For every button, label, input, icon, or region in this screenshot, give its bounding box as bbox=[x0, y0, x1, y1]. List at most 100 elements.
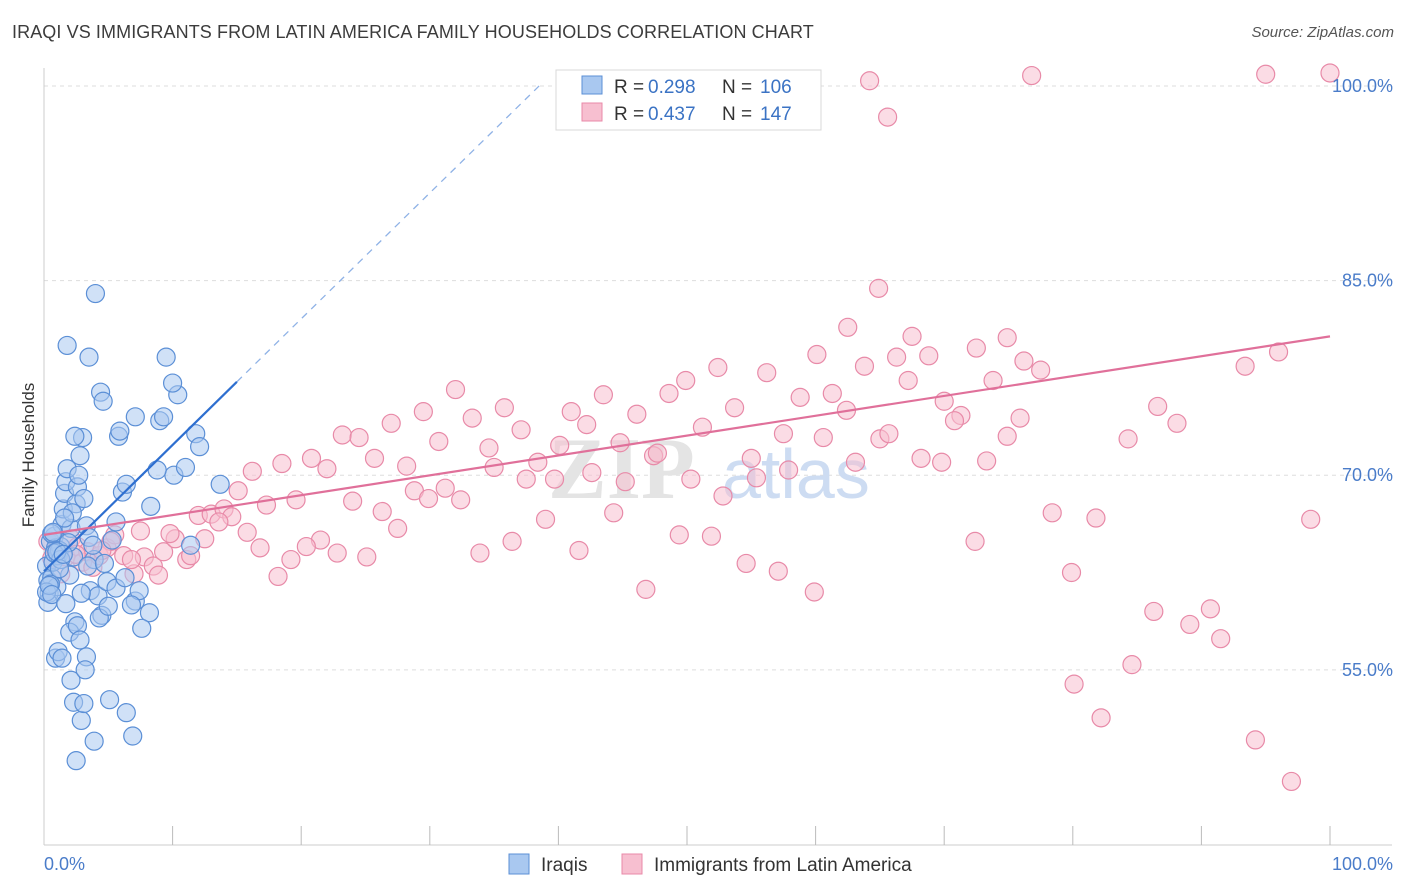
data-point-iraqis bbox=[132, 618, 152, 638]
data-point-latin-america bbox=[153, 542, 174, 562]
data-point-iraqis bbox=[74, 693, 94, 714]
x-tick-label: 100.0% bbox=[1332, 854, 1393, 874]
legend-label-iraqis: Iraqis bbox=[541, 855, 587, 876]
data-point-latin-america bbox=[435, 478, 455, 498]
data-point-latin-america bbox=[1245, 730, 1266, 750]
data-point-latin-america bbox=[296, 536, 316, 557]
data-point-latin-america bbox=[388, 518, 408, 539]
data-point-iraqis bbox=[79, 347, 99, 367]
data-point-latin-america bbox=[1167, 413, 1187, 433]
data-point-iraqis bbox=[65, 426, 85, 446]
data-point-latin-america bbox=[451, 490, 471, 510]
data-point-latin-america bbox=[669, 525, 689, 545]
data-point-latin-america bbox=[676, 370, 696, 391]
data-point-latin-america bbox=[528, 452, 548, 472]
data-point-latin-america bbox=[604, 503, 624, 523]
data-point-latin-america bbox=[636, 579, 656, 599]
y-tick-label: 100.0% bbox=[1332, 76, 1393, 96]
data-point-latin-america bbox=[516, 469, 536, 489]
data-point-iraqis bbox=[116, 474, 136, 494]
data-point-latin-america bbox=[1148, 396, 1168, 417]
data-point-iraqis bbox=[57, 335, 77, 356]
data-point-iraqis bbox=[156, 347, 176, 367]
data-point-latin-america bbox=[413, 402, 433, 422]
data-point-latin-america bbox=[724, 398, 745, 418]
data-point-iraqis bbox=[98, 596, 118, 616]
data-point-iraqis bbox=[71, 583, 91, 603]
data-point-latin-america bbox=[569, 540, 589, 561]
data-point-latin-america bbox=[577, 415, 597, 435]
data-point-latin-america bbox=[997, 426, 1017, 446]
data-point-latin-america bbox=[1086, 508, 1106, 528]
data-point-latin-america bbox=[736, 553, 756, 574]
data-point-iraqis bbox=[78, 556, 98, 576]
data-point-latin-america bbox=[237, 522, 257, 542]
data-point-latin-america bbox=[965, 531, 985, 551]
data-point-latin-america bbox=[845, 452, 866, 472]
data-point-latin-america bbox=[1064, 674, 1084, 694]
data-point-latin-america bbox=[494, 398, 514, 418]
data-point-latin-america bbox=[878, 107, 898, 127]
data-point-latin-america bbox=[550, 435, 570, 455]
data-point-iraqis bbox=[70, 446, 90, 466]
data-point-iraqis bbox=[74, 488, 94, 509]
data-point-iraqis bbox=[123, 726, 143, 746]
data-point-latin-america bbox=[919, 346, 939, 366]
data-point-latin-america bbox=[807, 344, 827, 365]
stats-swatch-latin-america bbox=[581, 102, 603, 122]
y-tick-label: 70.0% bbox=[1342, 465, 1393, 485]
data-point-iraqis bbox=[71, 710, 91, 731]
data-point-latin-america bbox=[757, 363, 777, 383]
data-point-latin-america bbox=[1042, 503, 1062, 523]
data-point-iraqis bbox=[70, 630, 90, 650]
data-point-latin-america bbox=[768, 561, 788, 581]
data-point-iraqis bbox=[99, 690, 120, 710]
y-tick-label: 55.0% bbox=[1342, 660, 1393, 680]
stats-r-value: 0.437 bbox=[648, 104, 696, 125]
series-iraqis-points bbox=[36, 283, 230, 771]
data-point-latin-america bbox=[822, 383, 842, 404]
data-point-latin-america bbox=[1014, 351, 1034, 371]
data-point-iraqis bbox=[210, 474, 230, 494]
data-point-latin-america bbox=[610, 433, 630, 453]
data-point-latin-america bbox=[869, 278, 889, 298]
data-point-iraqis bbox=[94, 553, 115, 574]
data-point-latin-america bbox=[429, 431, 449, 452]
data-point-iraqis bbox=[153, 407, 174, 427]
data-point-latin-america bbox=[804, 582, 824, 602]
data-point-latin-america bbox=[773, 424, 794, 444]
data-point-latin-america bbox=[1211, 629, 1231, 649]
grid bbox=[44, 85, 1392, 671]
data-point-iraqis bbox=[83, 535, 103, 555]
data-point-latin-america bbox=[502, 531, 522, 551]
data-point-latin-america bbox=[713, 486, 733, 506]
data-point-latin-america bbox=[911, 448, 931, 468]
bottom-legend: Iraqis Immigrants from Latin America bbox=[508, 853, 912, 876]
data-point-latin-america bbox=[790, 387, 810, 407]
data-point-latin-america bbox=[418, 488, 439, 509]
data-point-iraqis bbox=[66, 751, 86, 771]
data-point-latin-america bbox=[317, 459, 337, 479]
data-point-iraqis bbox=[110, 421, 130, 441]
stats-n-value: 106 bbox=[760, 77, 792, 98]
data-point-iraqis bbox=[115, 568, 135, 588]
data-point-latin-america bbox=[535, 509, 556, 529]
data-point-latin-america bbox=[708, 357, 728, 378]
data-point-latin-america bbox=[627, 404, 647, 424]
data-point-latin-america bbox=[511, 420, 531, 440]
stats-n-label: N = bbox=[722, 77, 752, 98]
data-point-iraqis bbox=[141, 496, 161, 516]
data-point-iraqis bbox=[93, 391, 113, 411]
stats-r-label: R = bbox=[614, 104, 644, 125]
data-point-latin-america bbox=[372, 501, 392, 522]
data-point-iraqis bbox=[54, 508, 75, 528]
data-point-latin-america bbox=[593, 385, 614, 405]
data-point-latin-america bbox=[121, 549, 142, 570]
data-point-latin-america bbox=[966, 338, 986, 358]
data-point-latin-america bbox=[887, 347, 907, 367]
data-point-latin-america bbox=[838, 317, 858, 337]
data-point-latin-america bbox=[561, 402, 581, 422]
data-point-iraqis bbox=[42, 584, 62, 605]
data-point-latin-america bbox=[397, 456, 417, 476]
stats-legend: R = 0.298 N = 106 R = 0.437 N = 147 bbox=[555, 69, 822, 131]
